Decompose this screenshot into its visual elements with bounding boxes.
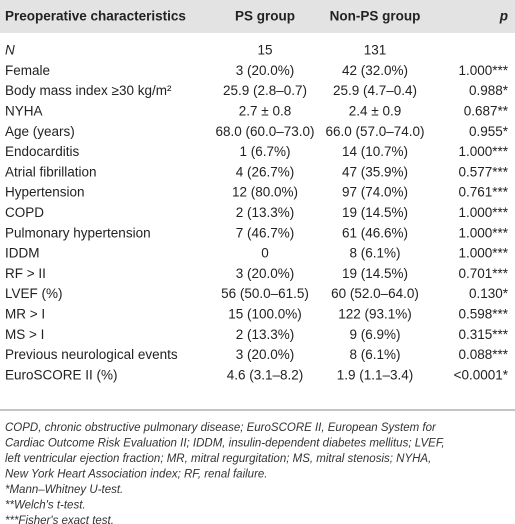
table-cell: 1.000*** [458, 225, 508, 240]
table-cell: 2.7 ± 0.8 [239, 103, 291, 118]
table-cell: 0.577*** [458, 164, 508, 179]
table-cell: Hypertension [5, 185, 85, 200]
table-cell: 68.0 (60.0–73.0) [215, 124, 314, 139]
table-cell: MR > I [5, 306, 45, 321]
table-cell: 122 (93.1%) [338, 306, 412, 321]
footnote: left ventricular ejection fraction; MR, … [5, 453, 431, 465]
table-cell: 15 (100.0%) [228, 306, 302, 321]
table-cell: LVEF (%) [5, 286, 63, 301]
header-cell: p [499, 9, 508, 24]
table-cell: 25.9 (2.8–0.7) [223, 83, 307, 98]
table-cell: Body mass index ≥30 kg/m² [5, 83, 172, 98]
table-cell: 60 (52.0–64.0) [331, 286, 419, 301]
table-cell: EuroSCORE II (%) [5, 367, 118, 382]
table-cell: 25.9 (4.7–0.4) [333, 83, 417, 98]
footnote: **Welch's t-test. [5, 500, 86, 512]
table-cell: Pulmonary hypertension [5, 225, 151, 240]
header-cell: Preoperative characteristics [5, 9, 186, 24]
table-cell: 3 (20.0%) [236, 63, 295, 78]
table-cell: 0.988* [469, 83, 509, 98]
table-cell: RF > II [5, 266, 46, 281]
table-cell: 0.088*** [458, 347, 508, 362]
table-cell: 19 (14.5%) [342, 266, 408, 281]
table-cell: 19 (14.5%) [342, 205, 408, 220]
table-cell: 61 (46.6%) [342, 225, 408, 240]
table-cell: 4.6 (3.1–8.2) [227, 367, 304, 382]
table-cell: Female [5, 63, 50, 78]
table-cell: 0.701*** [458, 266, 508, 281]
table-cell: 42 (32.0%) [342, 63, 408, 78]
table-cell: MS > I [5, 327, 44, 342]
footnote: Cardiac Outcome Risk Evaluation II; IDDM… [5, 438, 445, 450]
table-cell: Endocarditis [5, 144, 80, 159]
table-cell: 1.000*** [458, 246, 508, 261]
table-cell: 1.000*** [458, 205, 508, 220]
table-cell: 9 (6.9%) [349, 327, 400, 342]
table-cell: 0.315*** [458, 327, 508, 342]
table-cell: 97 (74.0%) [342, 185, 408, 200]
table-cell: N [5, 43, 15, 58]
footnote: COPD, chronic obstructive pulmonary dise… [5, 422, 437, 434]
table-cell: 3 (20.0%) [236, 266, 295, 281]
table-cell: 2.4 ± 0.9 [349, 103, 401, 118]
table-cell: IDDM [5, 246, 40, 261]
table-cell: COPD [5, 205, 44, 220]
table-cell: 2 (13.3%) [236, 205, 295, 220]
table-cell: Age (years) [5, 124, 75, 139]
table-cell: 66.0 (57.0–74.0) [325, 124, 424, 139]
header-background [0, 0, 515, 33]
table-cell: Previous neurological events [5, 347, 178, 362]
header-cell: Non-PS group [330, 9, 421, 24]
table-cell: 7 (46.7%) [236, 225, 295, 240]
table-cell: 8 (6.1%) [349, 347, 400, 362]
table-cell: 12 (80.0%) [232, 185, 298, 200]
table-cell: 131 [364, 43, 387, 58]
footnote: ***Fisher's exact test. [5, 515, 114, 524]
footnote: New York Heart Association index; RF, re… [5, 469, 268, 481]
table-cell: <0.0001* [454, 367, 509, 382]
table-cell: 1.000*** [458, 144, 508, 159]
table-cell: 0.955* [469, 124, 509, 139]
table-cell: 15 [257, 43, 272, 58]
table-cell: 0.761*** [458, 185, 508, 200]
table-cell: 56 (50.0–61.5) [221, 286, 309, 301]
footnote: *Mann–Whitney U-test. [5, 484, 123, 496]
table-cell: 47 (35.9%) [342, 164, 408, 179]
table-cell: 0.598*** [458, 306, 508, 321]
table-cell: 14 (10.7%) [342, 144, 408, 159]
table-cell: 8 (6.1%) [349, 246, 400, 261]
table-cell: 2 (13.3%) [236, 327, 295, 342]
table-cell: 3 (20.0%) [236, 347, 295, 362]
table-cell: 0 [261, 246, 269, 261]
table-cell: 0.687** [464, 103, 509, 118]
table-cell: 1.9 (1.1–3.4) [337, 367, 414, 382]
table-cell: Atrial fibrillation [5, 164, 97, 179]
table-cell: 1.000*** [458, 63, 508, 78]
table-cell: 0.130* [469, 286, 509, 301]
table-cell: NYHA [5, 103, 43, 118]
header-cell: PS group [235, 9, 295, 24]
table-cell: 1 (6.7%) [239, 144, 290, 159]
table-cell: 4 (26.7%) [236, 164, 295, 179]
